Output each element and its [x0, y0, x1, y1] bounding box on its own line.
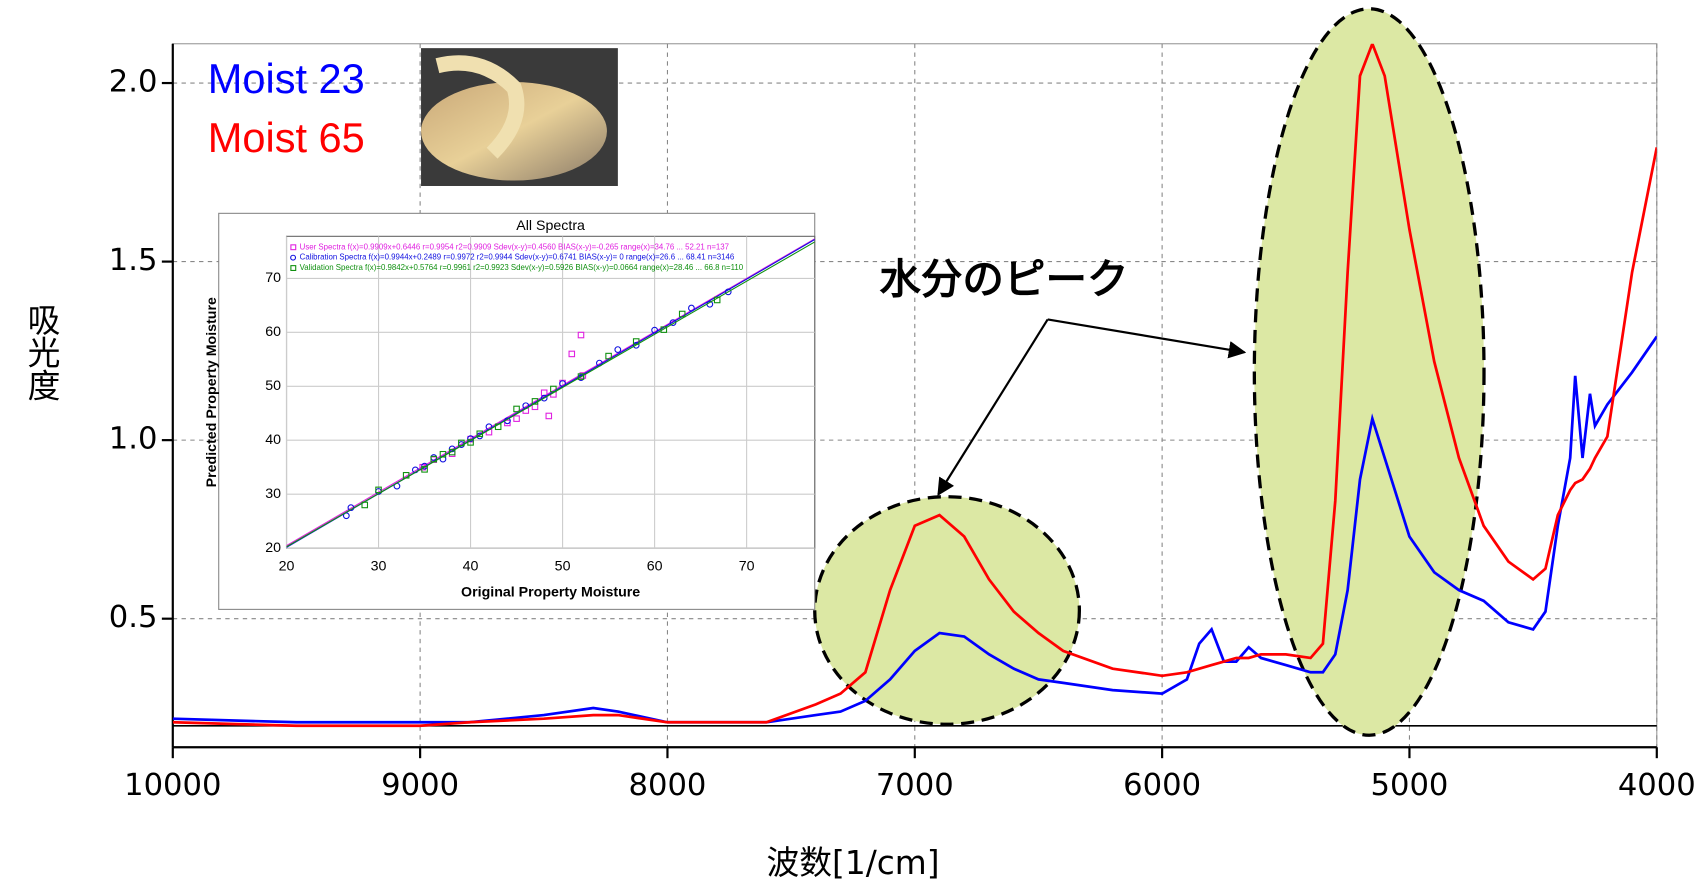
y-tick-label: 2.0: [109, 65, 158, 100]
page: 20 30 40 50 60 70 20 30 40 50 60 70 All Spectra Origi…: [0, 0, 1706, 888]
legend-entry: Moist 23: [208, 55, 365, 102]
legend-entry: Validation Spectra f(x)=0.9842x+0.5764 r…: [300, 263, 744, 272]
y-tick-label: 1.0: [109, 422, 158, 457]
y-tick-label: 70: [265, 270, 281, 286]
x-tick-label: 30: [371, 558, 387, 574]
highlight-ellipse: [815, 497, 1080, 725]
highlight-ellipse: [1254, 9, 1484, 735]
inset-title: All Spectra: [516, 218, 585, 234]
x-tick-label: 50: [555, 558, 571, 574]
y-tick-label: 0.5: [109, 600, 158, 635]
x-tick-label: 8000: [629, 768, 707, 803]
annotation: 水分のピーク: [879, 254, 1128, 303]
legend-entry: Moist 65: [208, 114, 365, 161]
y-tick-label: 30: [265, 486, 281, 502]
x-tick-label: 7000: [876, 768, 954, 803]
y-axis-label: 吸光度: [23, 303, 61, 402]
y-axis-label: Predicted Property Moisture: [204, 297, 220, 487]
y-tick-label: 1.5: [109, 243, 158, 278]
inset-chart: 20 30 40 50 60 70 20 30 40 50 60 70 All Spectra Origi…: [204, 213, 815, 609]
x-axis-label: 波数[1/cm]: [766, 844, 939, 882]
x-tick-label: 70: [739, 558, 755, 574]
chart: 20 30 40 50 60 70 20 30 40 50 60 70 All Spectra Origi…: [0, 0, 1706, 884]
photo: [421, 48, 618, 186]
y-tick-label: 50: [265, 378, 281, 394]
x-tick-label: 20: [279, 558, 295, 574]
legend-entry: Calibration Spectra f(x)=0.9944x+0.2489 …: [300, 253, 735, 262]
legend-entry: User Spectra f(x)=0.9909x+0.6446 r=0.995…: [300, 242, 729, 251]
x-axis-label: Original Property Moisture: [461, 585, 640, 601]
x-tick-label: 40: [463, 558, 479, 574]
x-tick-label: 10000: [124, 768, 221, 803]
y-tick-label: 40: [265, 432, 281, 448]
y-tick-label: 60: [265, 324, 281, 340]
x-tick-label: 4000: [1618, 768, 1696, 803]
x-tick-label: 6000: [1123, 768, 1201, 803]
x-tick-label: 60: [647, 558, 663, 574]
x-tick-label: 9000: [381, 768, 459, 803]
x-tick-label: 5000: [1371, 768, 1449, 803]
y-tick-label: 20: [265, 540, 281, 556]
